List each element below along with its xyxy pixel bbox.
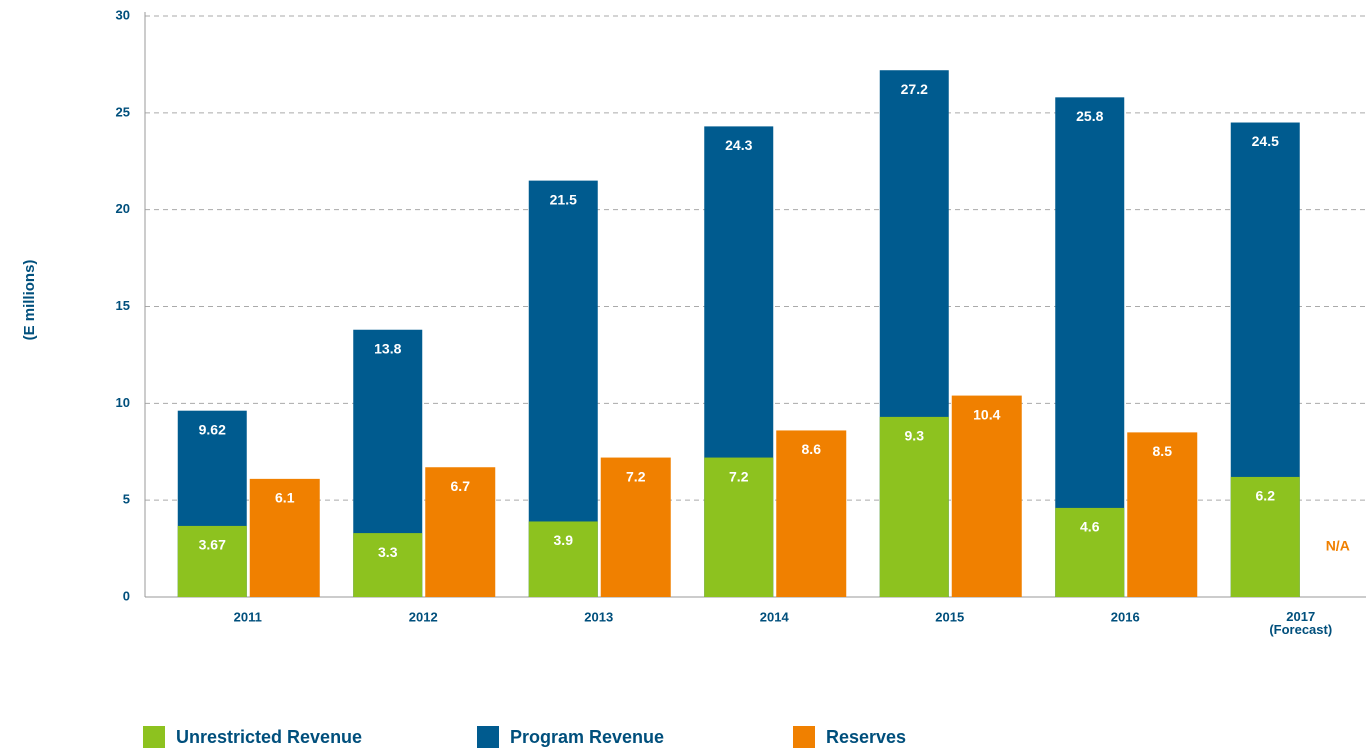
bar bbox=[177, 525, 247, 597]
bar bbox=[528, 521, 598, 597]
data-label: 9.62 bbox=[199, 421, 226, 437]
y-tick-label: 10 bbox=[116, 395, 130, 410]
data-label: 6.7 bbox=[451, 478, 471, 494]
x-tick-label: 2011 bbox=[234, 609, 262, 624]
data-label: 9.3 bbox=[905, 428, 925, 444]
y-tick-label: 0 bbox=[123, 588, 130, 603]
data-label: 6.2 bbox=[1256, 488, 1276, 504]
data-label: 7.2 bbox=[626, 468, 646, 484]
x-tick-label: 2017 (Forecast) bbox=[1269, 609, 1332, 637]
legend-label: Reserves bbox=[826, 727, 906, 747]
y-tick-label: 20 bbox=[116, 201, 130, 216]
data-label: 24.5 bbox=[1252, 133, 1279, 149]
x-tick-label: 2015 bbox=[935, 609, 964, 624]
legend-label: Unrestricted Revenue bbox=[176, 727, 362, 747]
bar bbox=[1055, 507, 1125, 597]
bar bbox=[1230, 476, 1300, 597]
bar bbox=[353, 533, 423, 597]
na-label: N/A bbox=[1326, 538, 1350, 554]
data-label: 24.3 bbox=[725, 137, 752, 153]
x-tick-label: 2012 bbox=[409, 609, 438, 624]
y-tick-label: 15 bbox=[116, 298, 130, 313]
legend-swatch bbox=[477, 726, 499, 748]
data-label: 3.3 bbox=[378, 544, 398, 560]
legend-swatch bbox=[143, 726, 165, 748]
bar bbox=[879, 416, 949, 597]
legend-label: Program Revenue bbox=[510, 727, 664, 747]
bar bbox=[776, 430, 847, 597]
data-label: 8.5 bbox=[1153, 443, 1173, 459]
x-tick-label: 2014 bbox=[760, 609, 790, 624]
bar bbox=[704, 457, 774, 597]
data-label: 6.1 bbox=[275, 490, 295, 506]
data-label: 3.9 bbox=[554, 532, 574, 548]
bar bbox=[425, 467, 496, 597]
y-tick-label: 30 bbox=[116, 7, 130, 22]
data-label: 21.5 bbox=[550, 191, 577, 207]
data-label: 7.2 bbox=[729, 468, 749, 484]
y-tick-label: 25 bbox=[116, 104, 130, 119]
bar bbox=[249, 478, 320, 597]
data-label: 3.67 bbox=[199, 537, 226, 553]
data-label: 27.2 bbox=[901, 81, 928, 97]
y-tick-label: 5 bbox=[123, 492, 130, 507]
data-label: 25.8 bbox=[1076, 108, 1103, 124]
data-label: 10.4 bbox=[973, 406, 1000, 422]
x-tick-label: 2016 bbox=[1111, 609, 1140, 624]
data-label: 8.6 bbox=[802, 441, 822, 457]
data-label: 4.6 bbox=[1080, 519, 1100, 535]
data-label: 13.8 bbox=[374, 340, 401, 356]
legend-swatch bbox=[793, 726, 815, 748]
x-tick-label: 2013 bbox=[584, 609, 613, 624]
bar bbox=[951, 395, 1022, 597]
bar bbox=[600, 457, 671, 597]
bar bbox=[1127, 432, 1198, 597]
y-axis-label: (E millions) bbox=[21, 260, 38, 341]
